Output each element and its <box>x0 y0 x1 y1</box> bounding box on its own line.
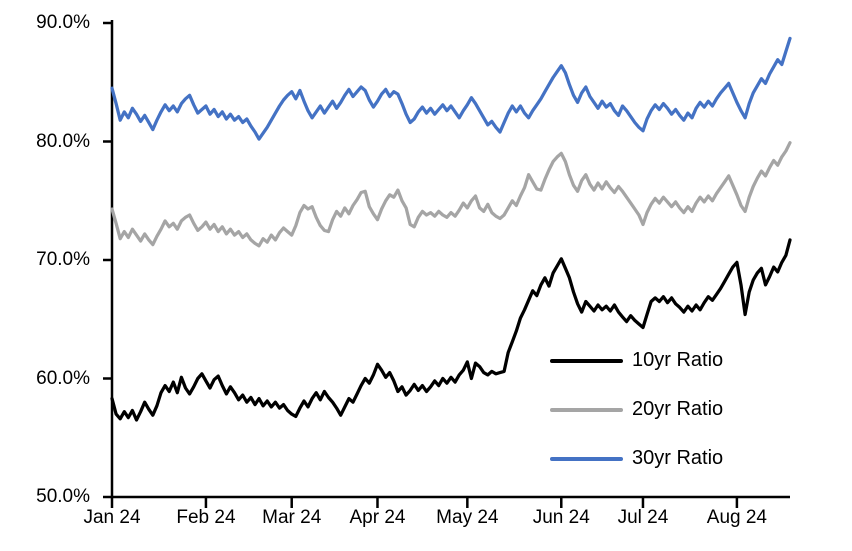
legend-row-20yr: 20yr Ratio <box>550 385 723 434</box>
series-line-20yr-ratio <box>110 141 792 248</box>
x-tick-label: Jun 24 <box>532 507 590 528</box>
x-tick-label: Mar 24 <box>262 507 322 528</box>
y-tick-label: 80.0% <box>36 130 90 152</box>
y-tick-label: 60.0% <box>36 367 90 389</box>
legend-label-10yr: 10yr Ratio <box>632 349 724 371</box>
x-tick-label: Apr 24 <box>349 507 406 528</box>
legend-label-20yr: 20yr Ratio <box>632 398 724 420</box>
legend-swatch-20yr <box>550 407 623 412</box>
y-tick-label: 70.0% <box>36 249 90 270</box>
chart-legend: 10yr Ratio 20yr Ratio 30yr Ratio <box>550 336 723 483</box>
series-line-30yr-ratio <box>110 36 792 141</box>
legend-swatch-10yr <box>550 358 623 363</box>
x-tick-label: May 24 <box>436 507 499 528</box>
x-tick-label: Feb 24 <box>176 507 236 528</box>
x-tick-label: Aug 24 <box>706 507 767 528</box>
y-tick-label: 90.0% <box>36 12 90 33</box>
legend-label-30yr: 30yr Ratio <box>632 447 724 469</box>
legend-row-10yr: 10yr Ratio <box>550 336 723 385</box>
series-line-10yr-ratio <box>110 238 792 422</box>
x-tick-label: Jan 24 <box>83 507 141 528</box>
x-tick-label: Jul 24 <box>617 507 669 528</box>
legend-swatch-30yr <box>550 456 623 461</box>
legend-row-30yr: 30yr Ratio <box>550 434 723 483</box>
y-tick-label: 50.0% <box>36 486 90 507</box>
